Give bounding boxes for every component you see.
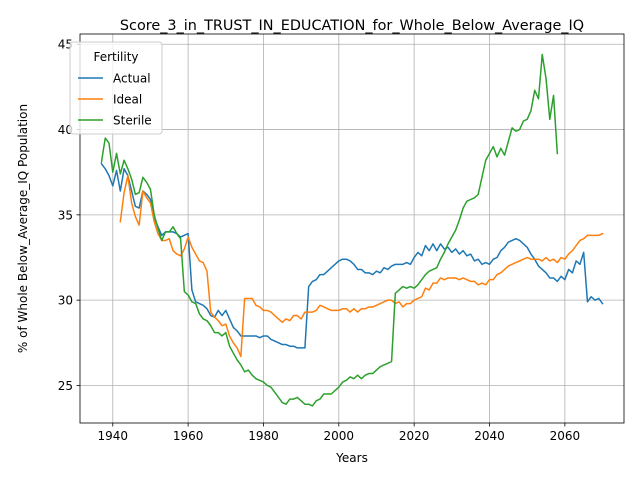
chart-title: Score_3_in_TRUST_IN_EDUCATION_for_Whole_… (120, 18, 584, 34)
y-tick-label: 35 (58, 208, 73, 222)
x-axis-label: Years (335, 451, 368, 465)
y-axis-label: % of Whole Below_Average_IQ Population (16, 104, 30, 353)
legend-entries: Actual Ideal Sterile (78, 72, 152, 128)
x-tick-label: 2040 (474, 429, 505, 443)
series-line-actual (100, 162, 604, 349)
y-tick-label: 40 (58, 123, 73, 137)
axis-ticks: 1940 1960 1980 2000 2020 2040 2060 25 30 35 40 45 (58, 38, 580, 443)
legend-label-ideal: Ideal (113, 93, 142, 107)
x-tick-label: 2020 (399, 429, 430, 443)
legend-title: Fertility (93, 50, 138, 64)
x-tick-label: 1980 (248, 429, 279, 443)
series-lines (100, 53, 604, 407)
series-line-ideal (119, 174, 604, 358)
legend-label-actual: Actual (113, 72, 151, 86)
y-tick-label: 45 (58, 38, 73, 52)
x-tick-label: 2060 (550, 429, 581, 443)
x-tick-label: 2000 (324, 429, 355, 443)
y-tick-label: 25 (58, 379, 73, 393)
legend: Fertility Actual Ideal Sterile (69, 41, 163, 135)
x-tick-label: 1940 (98, 429, 129, 443)
plot-frame (79, 33, 625, 424)
legend-label-sterile: Sterile (113, 114, 152, 128)
x-tick-label: 1960 (173, 429, 204, 443)
grid (80, 34, 624, 423)
series-line-sterile (100, 53, 559, 407)
y-tick-label: 30 (58, 294, 73, 308)
legend-box (69, 41, 163, 135)
